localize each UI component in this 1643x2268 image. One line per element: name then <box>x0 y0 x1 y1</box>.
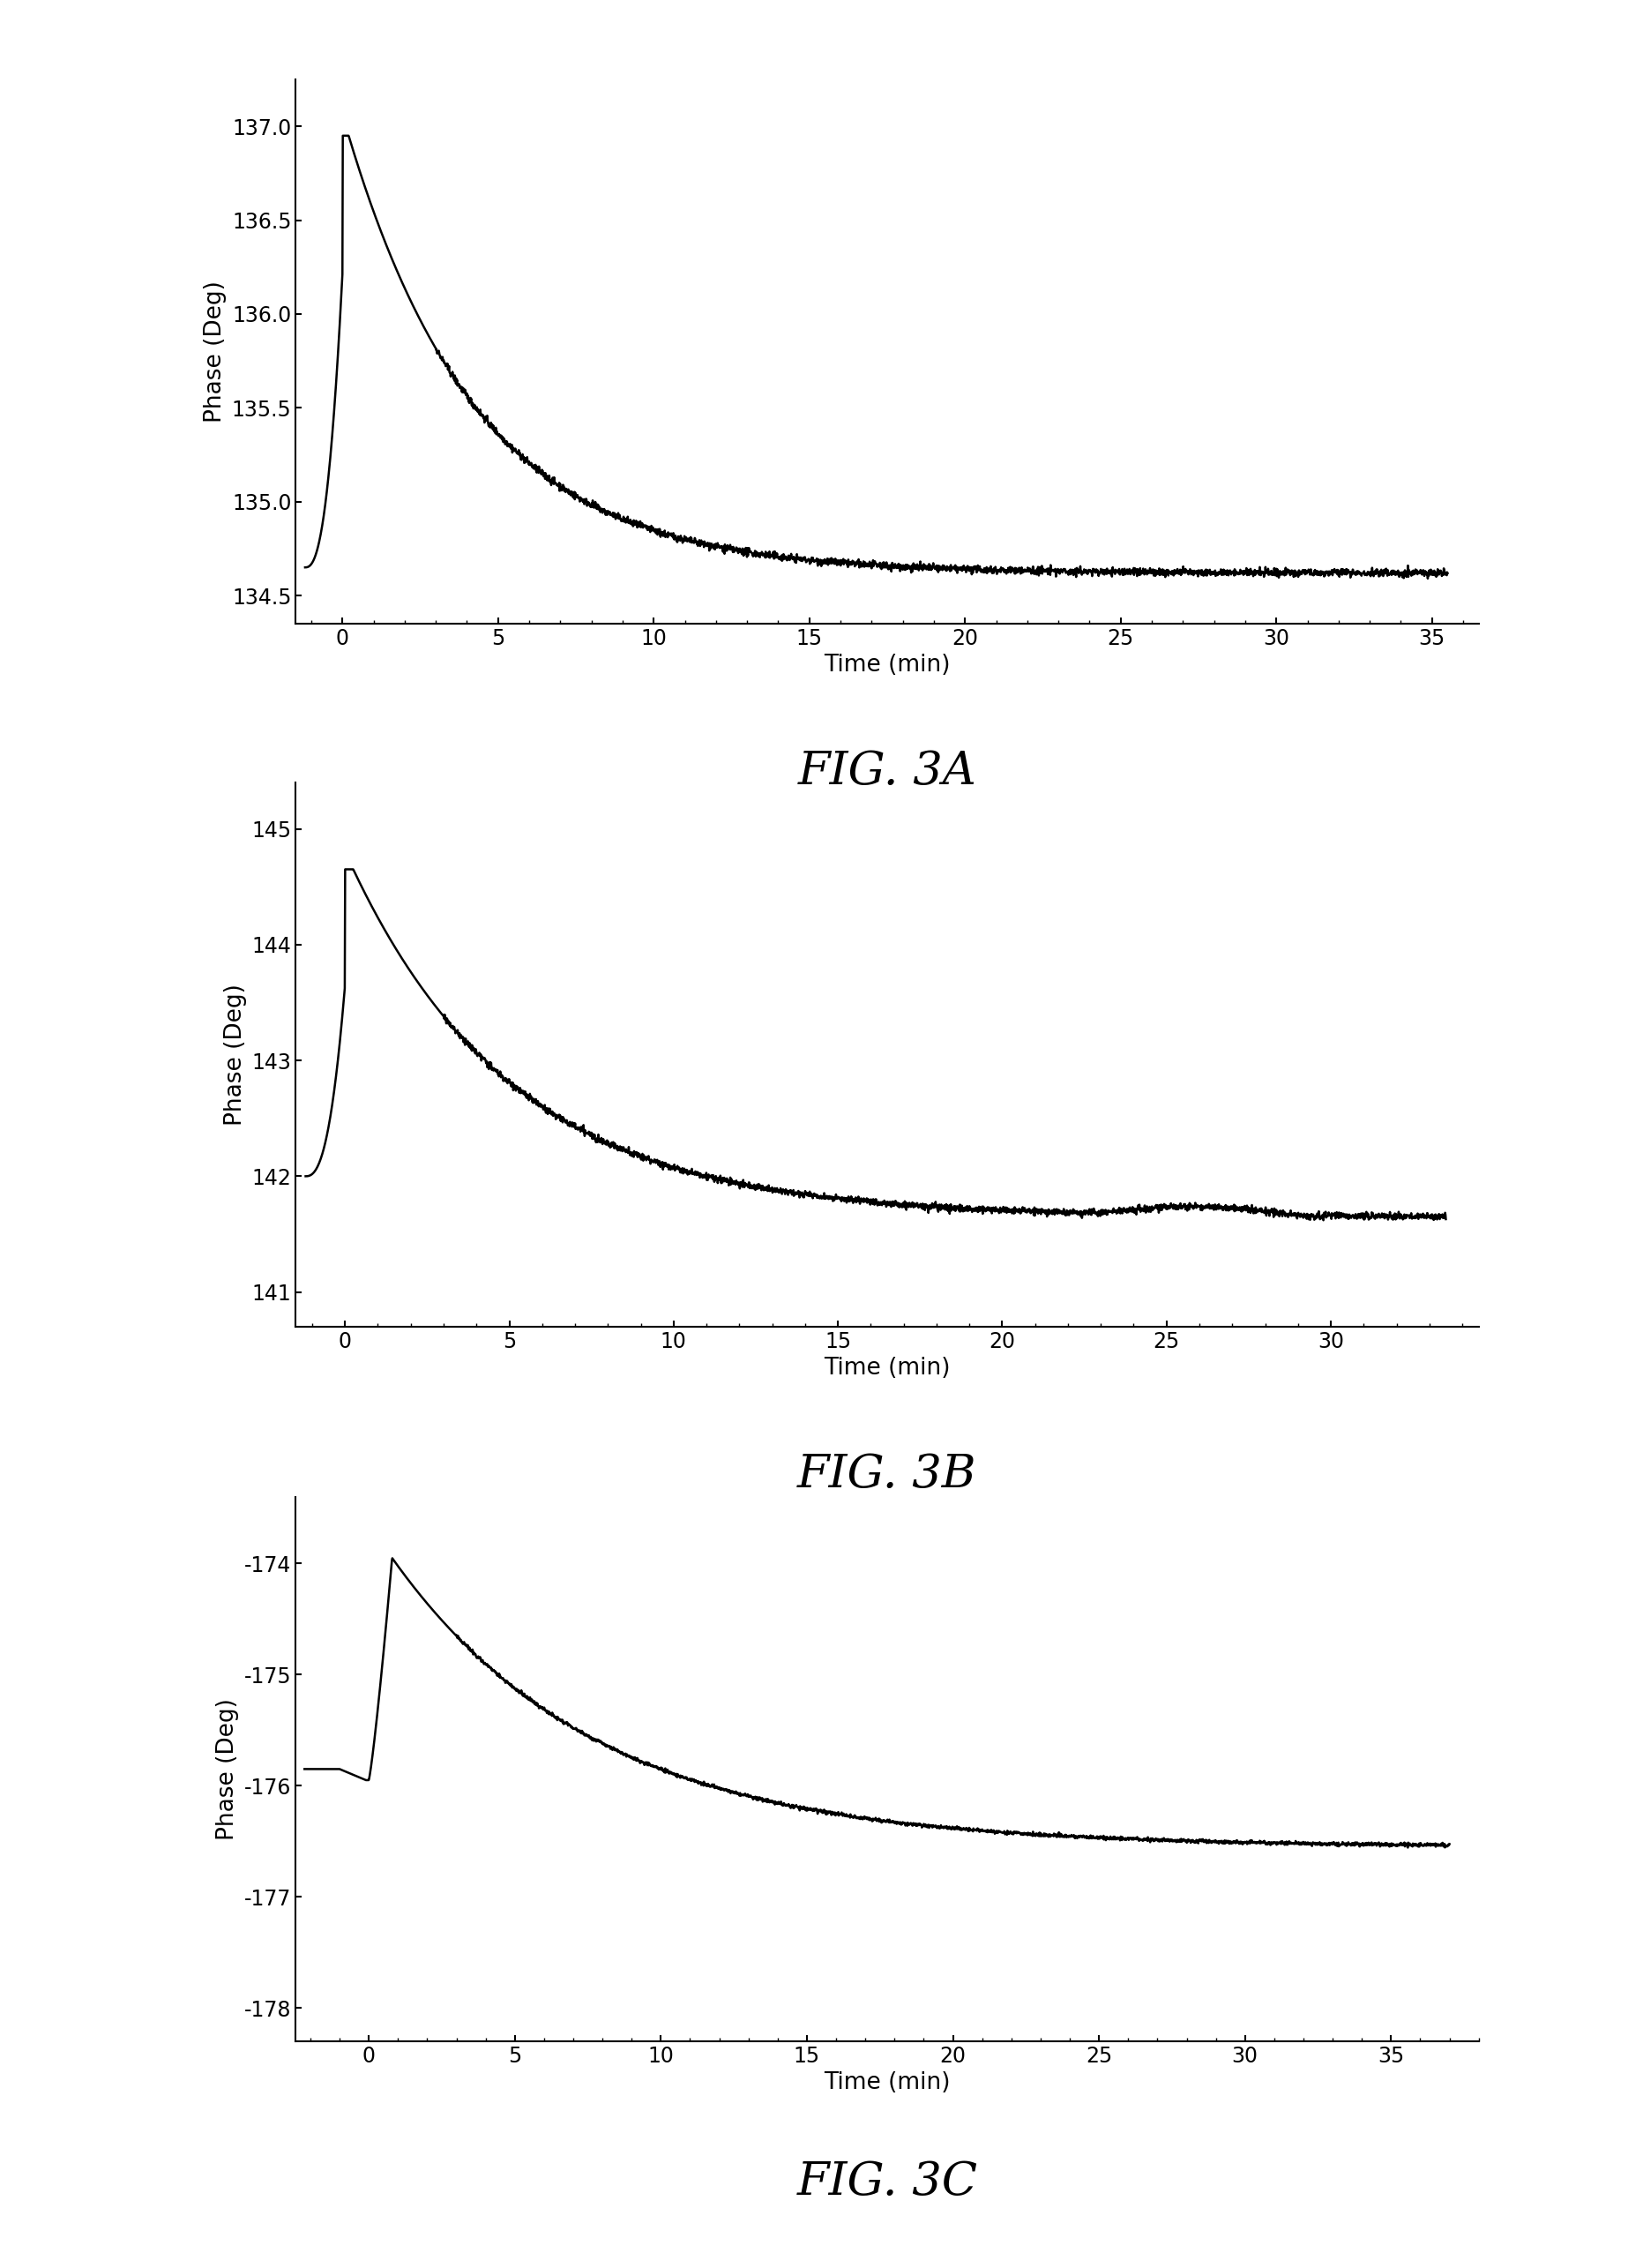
X-axis label: Time (min): Time (min) <box>823 1356 951 1379</box>
X-axis label: Time (min): Time (min) <box>823 2071 951 2093</box>
Y-axis label: Phase (Deg): Phase (Deg) <box>223 984 246 1125</box>
Text: FIG. 3B: FIG. 3B <box>797 1452 978 1497</box>
Text: FIG. 3A: FIG. 3A <box>798 748 976 794</box>
Text: FIG. 3C: FIG. 3C <box>797 2159 978 2204</box>
Y-axis label: Phase (Deg): Phase (Deg) <box>204 281 227 422</box>
Y-axis label: Phase (Deg): Phase (Deg) <box>217 1699 240 1839</box>
X-axis label: Time (min): Time (min) <box>823 653 951 676</box>
